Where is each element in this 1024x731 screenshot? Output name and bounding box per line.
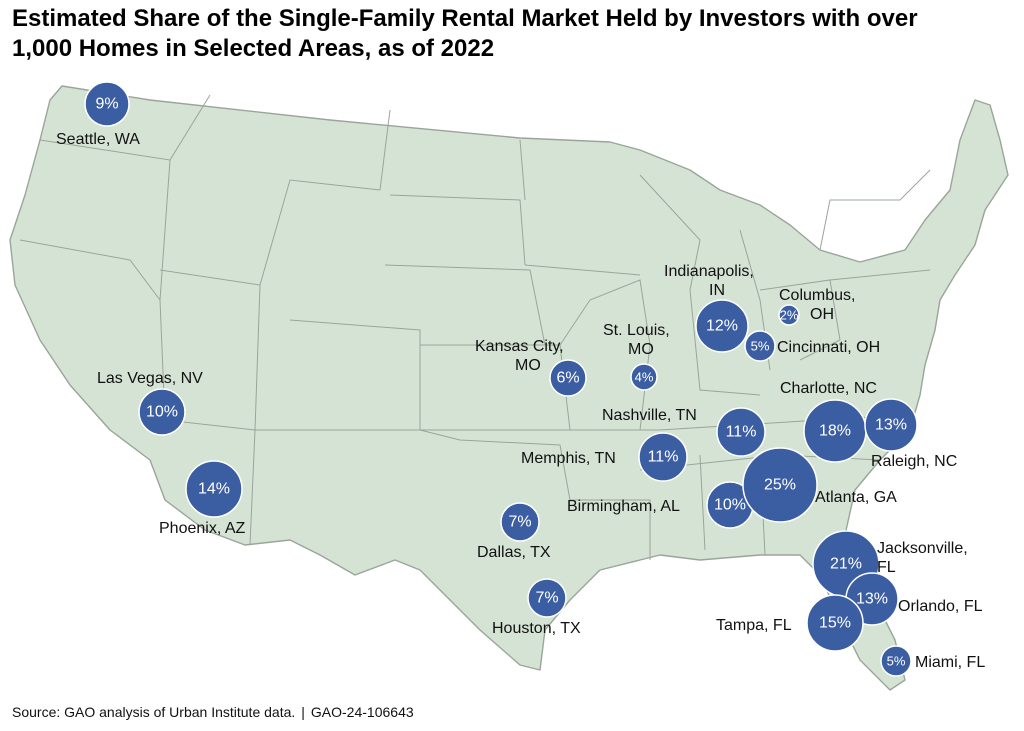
city-marker-phoenix: 14% Phoenix, AZ: [159, 460, 246, 537]
value-kansas-city: 6%: [556, 370, 579, 387]
value-indianapolis: 12%: [706, 318, 738, 335]
bubble-nashville: [716, 407, 766, 457]
bubble-kansas-city: [549, 359, 587, 397]
value-dallas: 7%: [508, 514, 531, 531]
label-phoenix: Phoenix, AZ: [159, 520, 246, 537]
source-note: Source: GAO analysis of Urban Institute …: [12, 704, 414, 720]
value-phoenix: 14%: [198, 481, 230, 498]
city-marker-indianapolis: 12% Indianapolis, IN: [664, 263, 758, 353]
bubble-cincinnati: [744, 330, 776, 362]
label-tampa: Tampa, FL: [716, 617, 792, 634]
city-marker-dallas: 7% Dallas, TX: [477, 502, 551, 561]
value-las-vegas: 10%: [146, 404, 178, 421]
bubble-memphis: [638, 432, 688, 482]
value-columbus: 2%: [780, 308, 799, 323]
label-nashville: Nashville, TN: [602, 407, 697, 424]
value-cincinnati: 5%: [751, 339, 770, 354]
bubble-phoenix: [185, 460, 243, 518]
label-seattle: Seattle, WA: [56, 131, 140, 148]
value-birmingham: 10%: [714, 497, 746, 514]
label-orlando: Orlando, FL: [898, 598, 983, 615]
label-columbus: Columbus, OH: [779, 287, 860, 323]
report-id: GAO-24-106643: [310, 704, 414, 720]
label-jacksonville: Jacksonville, FL: [877, 540, 972, 576]
value-nashville: 11%: [726, 424, 757, 441]
value-atlanta: 25%: [764, 477, 796, 494]
label-kansas-city-1: Kansas City,: [475, 338, 564, 355]
city-marker-st-louis: 4% St. Louis, MO: [603, 322, 674, 391]
bubble-dallas: [500, 502, 540, 542]
label-atlanta: Atlanta, GA: [815, 489, 897, 506]
label-st-louis-2: MO: [628, 341, 654, 358]
bubble-miami: [880, 645, 912, 677]
city-marker-las-vegas: 10% Las Vegas, NV: [97, 370, 203, 436]
label-birmingham: Birmingham, AL: [567, 498, 680, 515]
source-text: Source: GAO analysis of Urban Institute …: [12, 704, 296, 720]
value-charlotte: 18%: [819, 423, 851, 440]
bubble-tampa: [806, 594, 864, 652]
city-marker-orlando: 13% Orlando, FL: [845, 572, 983, 626]
separator: |: [301, 704, 305, 720]
city-marker-columbus: 2% Columbus, OH: [778, 287, 860, 326]
city-marker-cincinnati: 5% Cincinnati, OH: [744, 330, 880, 362]
bubble-columbus: [778, 304, 800, 326]
value-houston: 7%: [535, 590, 558, 607]
city-marker-birmingham: 10% Birmingham, AL: [567, 481, 754, 529]
bubble-st-louis: [630, 363, 658, 391]
label-charlotte: Charlotte, NC: [780, 380, 877, 397]
value-memphis: 11%: [648, 449, 679, 466]
label-columbus-2: OH: [810, 306, 834, 323]
city-marker-atlanta: 25% Atlanta, GA: [742, 447, 897, 523]
label-st-louis: St. Louis, MO: [603, 322, 674, 358]
value-raleigh: 13%: [875, 417, 907, 434]
city-marker-seattle: 9% Seattle, WA: [56, 81, 140, 148]
title-line-1: Estimated Share of the Single-Family Ren…: [12, 5, 918, 32]
bubble-raleigh: [864, 398, 918, 452]
label-memphis: Memphis, TN: [521, 450, 616, 467]
city-marker-kansas-city: 6% Kansas City, MO: [475, 338, 587, 397]
value-st-louis: 4%: [635, 370, 654, 385]
label-st-louis-1: St. Louis,: [603, 322, 670, 339]
chart-title: Estimated Share of the Single-Family Ren…: [12, 4, 1012, 64]
value-seattle: 9%: [95, 96, 118, 113]
label-cincinnati: Cincinnati, OH: [777, 339, 880, 356]
label-dallas: Dallas, TX: [477, 544, 551, 561]
label-indianapolis-2: IN: [709, 282, 725, 299]
value-miami: 5%: [887, 654, 906, 669]
city-marker-houston: 7% Houston, TX: [492, 578, 581, 637]
label-jacksonville-1: Jacksonville,: [877, 540, 968, 557]
value-tampa: 15%: [819, 615, 851, 632]
label-kansas-city: Kansas City, MO: [475, 338, 568, 374]
label-las-vegas: Las Vegas, NV: [97, 370, 203, 387]
label-miami: Miami, FL: [915, 654, 985, 671]
city-marker-memphis: 11% Memphis, TN: [521, 432, 688, 482]
bubble-indianapolis: [695, 299, 749, 353]
city-marker-nashville: 11% Nashville, TN: [602, 407, 766, 457]
label-kansas-city-2: MO: [515, 357, 541, 374]
city-marker-miami: 5% Miami, FL: [880, 645, 985, 677]
value-orlando: 13%: [856, 591, 888, 608]
label-houston: Houston, TX: [492, 620, 581, 637]
bubble-seattle: [84, 81, 130, 127]
label-indianapolis-1: Indianapolis,: [664, 263, 754, 280]
bubble-las-vegas: [138, 388, 186, 436]
label-raleigh: Raleigh, NC: [871, 453, 957, 470]
city-marker-charlotte: 18% Charlotte, NC: [780, 380, 877, 463]
city-marker-raleigh: 13% Raleigh, NC: [864, 398, 957, 470]
bubble-houston: [527, 578, 567, 618]
label-jacksonville-2: FL: [877, 559, 896, 576]
label-indianapolis: Indianapolis, IN: [664, 263, 758, 299]
value-jacksonville: 21%: [830, 556, 862, 573]
label-columbus-1: Columbus,: [779, 287, 855, 304]
bubble-atlanta: [742, 447, 818, 523]
city-marker-tampa: 15% Tampa, FL: [716, 594, 864, 652]
title-line-2: 1,000 Homes in Selected Areas, as of 202…: [12, 35, 495, 62]
us-landmass: [9, 85, 1009, 691]
